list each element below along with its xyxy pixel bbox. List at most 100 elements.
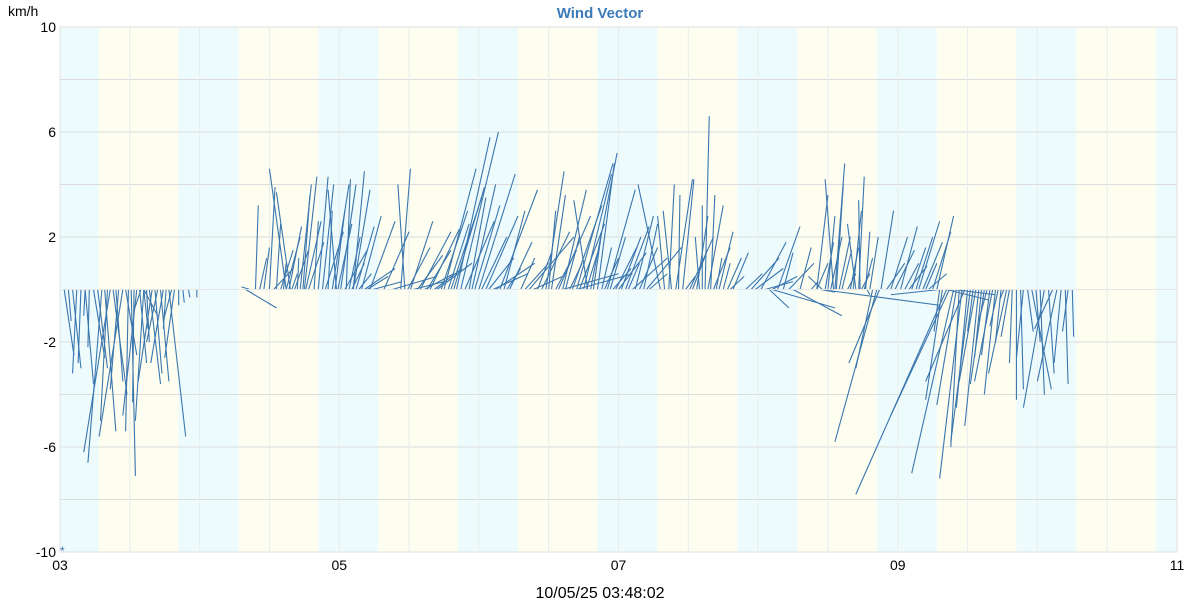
x-tick-label: 07	[611, 557, 627, 573]
wind-vector	[890, 289, 950, 416]
wind-vector	[865, 231, 871, 290]
wind-vector	[337, 223, 353, 290]
wind-vector	[355, 226, 375, 290]
wind-vector	[816, 263, 829, 290]
wind-vector	[1027, 289, 1034, 332]
wind-vector	[620, 236, 642, 290]
wind-vector	[964, 289, 980, 427]
wind-vector	[583, 173, 613, 290]
wind-vector	[1015, 289, 1024, 358]
wind-vector	[288, 226, 303, 290]
y-tick-label: 2	[48, 229, 56, 245]
wind-vector	[573, 200, 589, 290]
wind-vector	[345, 179, 351, 290]
wind-vector	[455, 137, 491, 290]
wind-vector	[334, 210, 346, 290]
wind-vector	[824, 179, 835, 290]
wind-vector	[841, 249, 853, 290]
wind-vector	[460, 131, 499, 290]
wind-vector	[989, 289, 999, 327]
wind-vector	[537, 252, 552, 290]
wind-vector	[545, 171, 565, 290]
wind-vector	[925, 263, 938, 290]
wind-vector	[67, 289, 72, 322]
wind-vector	[911, 247, 927, 290]
wind-vector	[1036, 289, 1058, 382]
wind-vector	[245, 289, 277, 309]
wind-vector	[969, 289, 985, 385]
wind-vector	[718, 231, 734, 290]
wind-vector	[358, 273, 372, 290]
wind-vector	[958, 289, 977, 382]
wind-vector	[911, 289, 955, 474]
wind-vector	[433, 268, 463, 290]
wind-vector	[799, 247, 812, 290]
wind-vector	[890, 288, 940, 296]
wind-vector	[562, 273, 619, 291]
wind-vector	[254, 205, 259, 290]
wind-vector	[133, 289, 142, 311]
wind-vector	[788, 262, 815, 290]
wind-vector	[729, 275, 745, 290]
wind-vector	[838, 236, 851, 290]
wind-vector	[732, 252, 749, 290]
wind-vector	[63, 289, 75, 356]
wind-vector	[321, 184, 335, 290]
x-tick-label: 11	[1170, 557, 1185, 573]
wind-vector	[348, 236, 361, 290]
wind-vector	[918, 221, 941, 290]
wind-vector	[263, 247, 270, 290]
y-tick-label: -2	[44, 334, 57, 350]
wind-vector	[416, 255, 444, 290]
wind-vector	[1000, 289, 1010, 337]
wind-vector	[946, 288, 989, 301]
wind-vector	[685, 276, 696, 290]
wind-vector	[808, 275, 823, 290]
wind-vector	[834, 163, 846, 290]
wind-vector	[327, 210, 333, 290]
wind-vector	[1035, 289, 1041, 343]
wind-vector	[953, 288, 996, 296]
wind-vector	[125, 289, 138, 356]
wind-vector	[453, 186, 485, 290]
wind-vector	[146, 289, 159, 343]
x-axis-ticks: 03 05 07 09 11	[52, 557, 1184, 573]
y-tick-label: -10	[36, 544, 56, 560]
wind-vector	[983, 289, 997, 395]
wind-vector	[87, 289, 103, 463]
wind-vector	[97, 289, 109, 369]
wind-vector	[609, 236, 627, 290]
wind-vector	[950, 289, 960, 448]
wind-vector	[550, 194, 566, 290]
x-tick-label: 09	[890, 557, 906, 573]
timestamp-label: 10/05/25 03:48:02	[535, 585, 664, 600]
wind-vector	[834, 289, 878, 442]
wind-vector	[275, 192, 291, 290]
wind-vector	[1053, 289, 1062, 364]
wind-vector	[280, 249, 294, 290]
wind-vector	[694, 236, 701, 290]
wind-vector	[447, 223, 470, 290]
wind-vector	[827, 215, 836, 290]
wind-vector	[576, 273, 633, 291]
wind-vector	[606, 189, 636, 290]
wind-vector	[291, 273, 298, 290]
wind-vector	[880, 210, 895, 290]
wind-vector	[777, 226, 801, 290]
wind-vector	[1034, 289, 1054, 330]
x-tick-label: 03	[52, 557, 68, 573]
wind-vector	[689, 236, 714, 290]
wind-vector	[84, 289, 95, 385]
wind-vector	[704, 116, 710, 290]
wind-vector	[72, 289, 82, 369]
wind-vector	[707, 205, 724, 290]
wind-vector	[908, 265, 928, 290]
wind-vector	[98, 289, 124, 437]
wind-vector	[305, 221, 322, 290]
wind-vector	[361, 215, 382, 290]
wind-vector	[369, 221, 396, 290]
wind-vector	[745, 273, 763, 290]
y-tick-label: 6	[48, 124, 56, 140]
wind-vector	[768, 289, 790, 309]
wind-vector	[509, 242, 533, 290]
